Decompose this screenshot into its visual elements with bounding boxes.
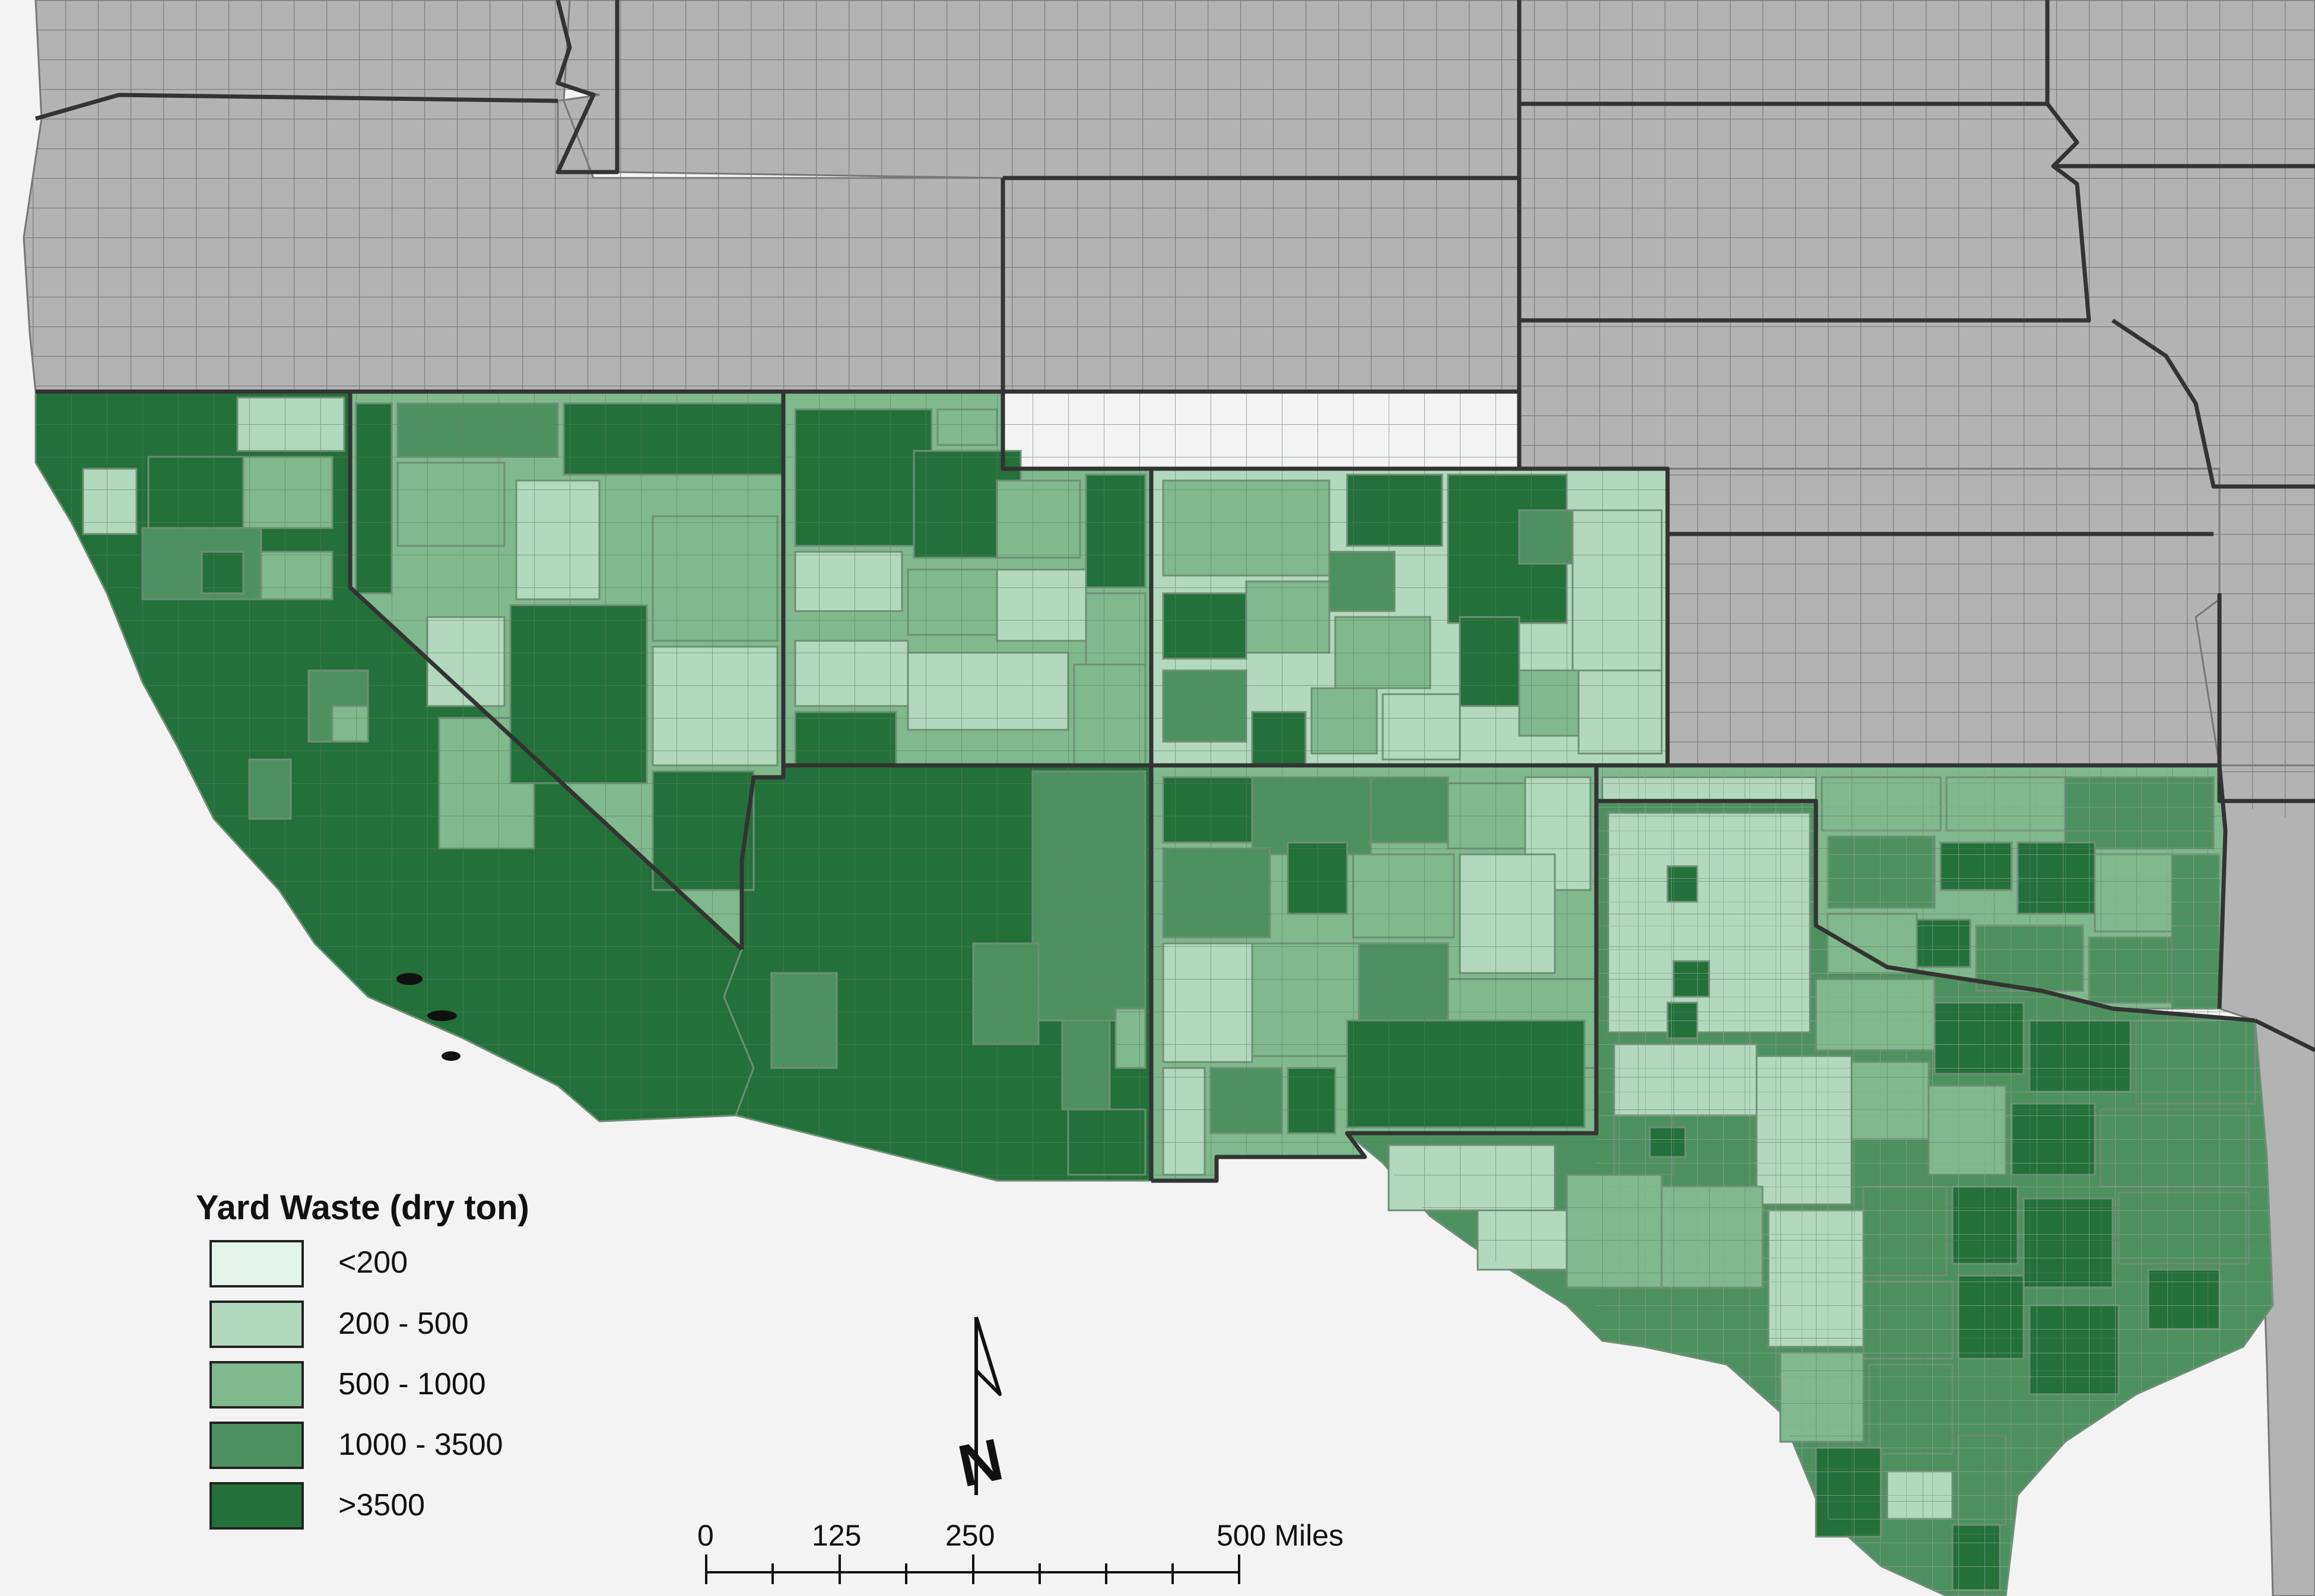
legend-item-500-1000: 500 - 1000	[209, 1361, 486, 1409]
legend-label: <200	[338, 1245, 408, 1280]
legend-swatch	[209, 1361, 304, 1409]
legend-swatch	[209, 1482, 304, 1530]
legend-item-gt3500: >3500	[209, 1482, 425, 1530]
texas-county-texture	[1596, 765, 2273, 1596]
scale-bar: 0 125 250 500 Miles	[697, 1519, 1344, 1584]
legend-label: 200 - 500	[338, 1306, 469, 1341]
channel-islands	[396, 973, 461, 1061]
legend: Yard Waste (dry ton) <200 200 - 500 500 …	[196, 1188, 529, 1530]
legend-label: >3500	[338, 1488, 425, 1522]
north-arrow-icon: N	[952, 1317, 1008, 1500]
legend-item-lt200: <200	[209, 1240, 408, 1287]
scale-tick-125: 125	[812, 1519, 861, 1552]
scale-tick-0: 0	[697, 1519, 714, 1552]
legend-label: 500 - 1000	[338, 1367, 486, 1401]
state-borders	[35, 0, 2315, 1183]
legend-item-200-500: 200 - 500	[209, 1301, 469, 1348]
scale-tick-500-miles: 500 Miles	[1217, 1519, 1344, 1552]
scale-tick-250: 250	[945, 1519, 995, 1552]
legend-label: 1000 - 3500	[338, 1428, 503, 1462]
legend-swatch	[209, 1301, 304, 1348]
legend-title: Yard Waste (dry ton)	[196, 1188, 529, 1227]
legend-swatch	[209, 1422, 304, 1469]
legend-swatch	[209, 1240, 304, 1287]
north-arrow-label: N	[952, 1426, 1008, 1500]
legend-item-1000-3500: 1000 - 3500	[209, 1422, 503, 1469]
